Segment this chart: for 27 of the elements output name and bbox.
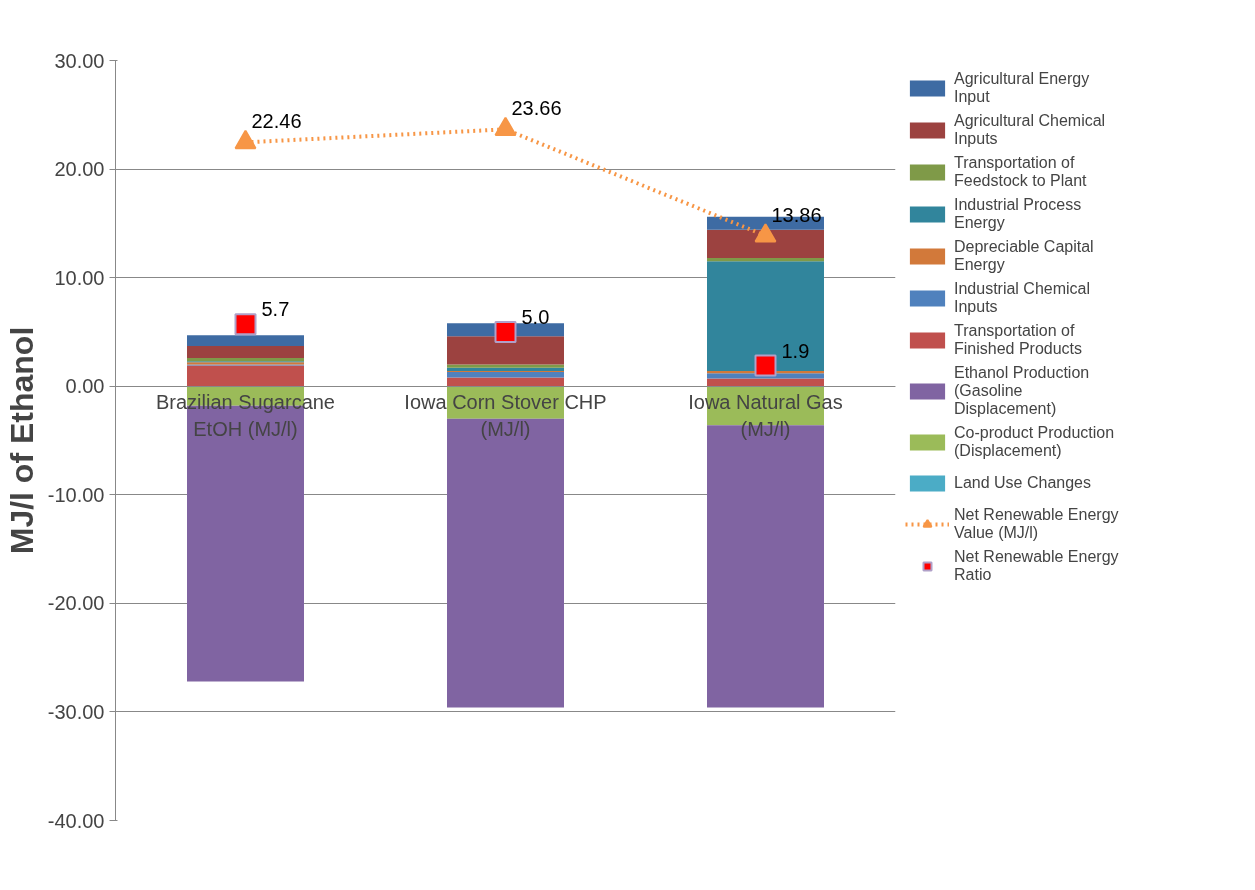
data-label: 1.9 (781, 339, 810, 362)
y-tick-label: 0.00 (65, 375, 105, 398)
legend-label: Land Use Changes (954, 473, 1091, 493)
legend-label: Transportation of Feedstock to Plant (954, 154, 1087, 190)
legend-label: Agricultural Chemical Inputs (954, 112, 1106, 148)
legend-label: Industrial Process Energy (954, 196, 1082, 232)
legend-label: Depreciable Capital Energy (954, 238, 1094, 274)
legend-label: Net Renewable Energy Ratio (954, 548, 1119, 584)
legend-label: Transportation of Finished Products (954, 322, 1083, 358)
data-label: 5.0 (521, 305, 550, 328)
y-tick-label: -40.00 (47, 809, 105, 832)
legend-label: Ethanol Production (Gasoline Displacement) (954, 364, 1090, 418)
x-tick-label: Iowa Corn Stover CHP (MJ/l) (404, 391, 607, 440)
y-tick-label: -10.00 (47, 483, 105, 506)
y-tick-label: 10.00 (54, 266, 105, 289)
legend-label: Co-product Production (Displacement) (954, 424, 1115, 460)
y-tick-label: -20.00 (47, 592, 105, 615)
data-label: 22.46 (251, 110, 302, 133)
y-tick-label: -30.00 (47, 700, 105, 723)
legend-label: Industrial Chemical Inputs (954, 280, 1091, 316)
data-label: 5.7 (261, 298, 290, 321)
data-label: 23.66 (511, 97, 562, 120)
legend-label: Net Renewable Energy Value (MJ/l) (954, 506, 1119, 542)
y-tick-label: 20.00 (54, 158, 105, 181)
y-tick-label: 30.00 (54, 49, 105, 72)
y-axis-title: MJ/l of Ethanol (3, 326, 40, 555)
legend-label: Agricultural Energy Input (954, 70, 1090, 106)
